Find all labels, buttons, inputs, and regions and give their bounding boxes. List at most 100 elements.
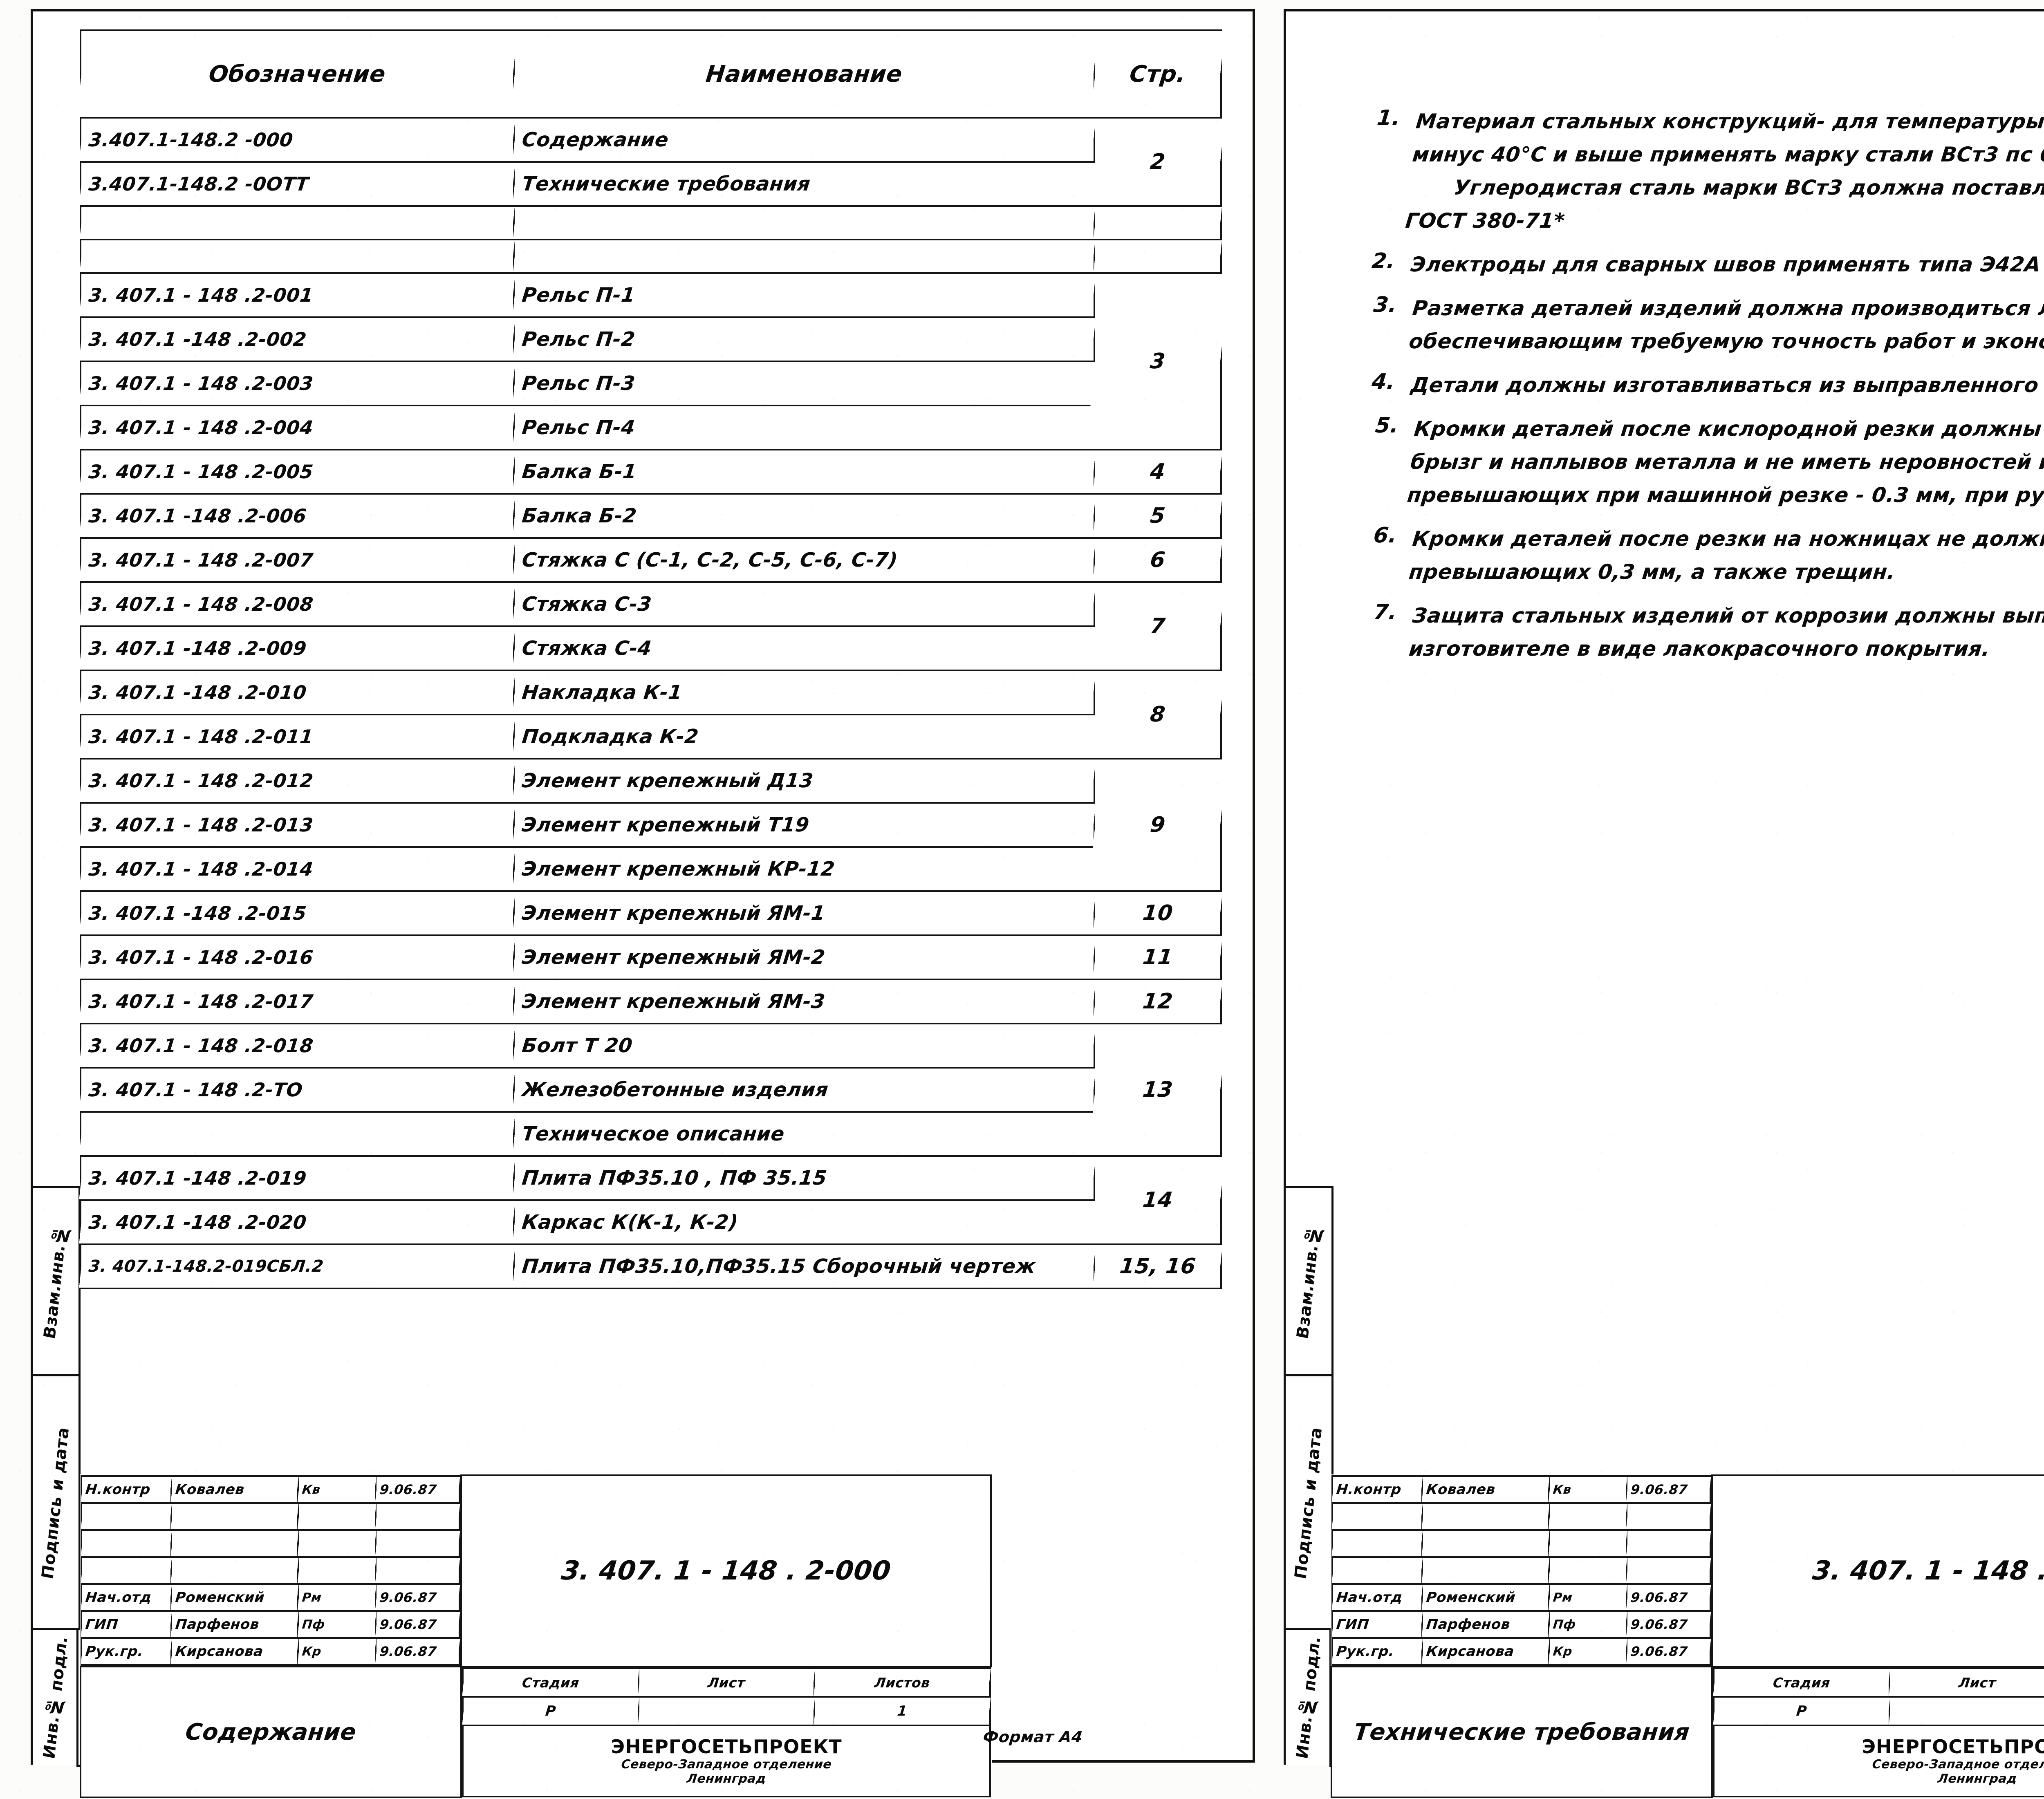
cell-name: Рельс П-3 — [511, 361, 1097, 406]
table-row: Техническое описание — [78, 1112, 1221, 1156]
signature-sig: Кв — [1547, 1476, 1628, 1503]
table-row: 3. 407.1 - 148 .2-004 Рельс П-4 — [78, 406, 1221, 450]
requirement-item: 2. Электроды для сварных швов применять т… — [1371, 248, 2044, 281]
signature-date: 9.06.87 — [374, 1584, 461, 1611]
requirement-text: Материал стальных конструкций- для темпе… — [1404, 105, 2044, 237]
cell-name: Подкладка К-2 — [511, 715, 1097, 759]
signature-date — [1625, 1530, 1712, 1557]
cell-name: Содержание — [511, 118, 1097, 162]
requirement-item: 1. Материал стальных конструкций- для тем… — [1372, 105, 2044, 237]
table-row: 3. 407.1 - 148 .2-016 Элемент крепежный Я… — [78, 935, 1224, 979]
side-label-text: Взам.инв.№ — [40, 1226, 71, 1339]
title-block-contents-grid: Н.контр Ковалев Кв 9.06.87 Нач.отд Роменский Р… — [80, 1474, 992, 1798]
table-header-row: Обозначение Наименование Стр. — [76, 30, 1226, 118]
title-block-contents-designation-cell: 3. 407. 1 - 148 . 2-000 — [460, 1474, 992, 1667]
title-block-requirements-grid: Н.контр Ковалев Кв 9.06.87 Нач.отд Роменский Р… — [1331, 1474, 2044, 1798]
cell-page: 7 — [1089, 582, 1226, 670]
meta-header: Стадия — [461, 1668, 640, 1697]
requirement-text: Разметка деталей изделий должна производ… — [1407, 292, 2044, 358]
table-row: 3. 407.1 - 148 .2-014 Элемент крепежный К… — [78, 847, 1221, 891]
cell-name: Элемент крепежный ЯМ-3 — [511, 979, 1097, 1024]
cell-designation: 3. 407.1 - 148 .2-017 — [78, 979, 516, 1024]
cell-designation — [78, 240, 516, 273]
signature-who: Ковалев — [170, 1476, 300, 1503]
signature-row: Н.контр Ковалев Кв 9.06.87 — [1331, 1476, 1712, 1503]
signature-who: Кирсанова — [170, 1638, 300, 1665]
table-row: 3. 407.1 -148 .2-020 Каркас К(К-1, К-2) — [78, 1200, 1221, 1244]
signature-who: Роменский — [1421, 1584, 1551, 1611]
requirement-text: Кромки деталей после резки на ножницах н… — [1407, 522, 2044, 589]
table-row: 3. 407.1 - 148 .2-011 Подкладка К-2 — [78, 715, 1221, 759]
signature-who — [1421, 1557, 1551, 1584]
signature-who — [170, 1557, 300, 1584]
cell-designation: 3.407.1-148.2 -0ОТТ — [78, 162, 516, 206]
signature-role — [80, 1530, 173, 1557]
signature-role: Рук.гр. — [1331, 1638, 1424, 1665]
cell-page: 2 — [1089, 118, 1226, 206]
cell-name: Стяжка С (С-1, С-2, С-5, С-6, С-7) — [511, 538, 1097, 582]
cell-page: 9 — [1087, 759, 1228, 891]
title-block-requirements: Н.контр Ковалев Кв 9.06.87 Нач.отд Роменский Р… — [1331, 1474, 2044, 1798]
signature-role: ГИП — [1331, 1611, 1424, 1638]
table-row: 3. 407.1 - 148 .2-ТО Железобетонные издел… — [78, 1068, 1221, 1112]
table-row: 3. 407.1 - 148 .2-013 Элемент крепежный Т… — [78, 803, 1221, 847]
cell-designation: 3. 407.1 - 148 .2-005 — [78, 450, 516, 494]
organization-branch: Северо-Западное отделение — [1871, 1757, 2044, 1772]
table-row: 3. 407.1 - 148 .2-001 Рельс П-1 3 — [78, 273, 1230, 450]
cell-page: 12 — [1092, 979, 1224, 1024]
signature-who: Парфенов — [1421, 1611, 1551, 1638]
requirement-paragraph: Кромки деталей после резки на ножницах н… — [1407, 527, 2044, 584]
cell-designation: 3. 407.1 - 148 .2-004 — [78, 406, 516, 450]
document-title: Технические требования — [1352, 1718, 1691, 1745]
organization-city: Ленинград — [686, 1771, 767, 1786]
table-row: 3. 407.1 - 148 .2-003 Рельс П-3 — [78, 361, 1221, 406]
meta-value: Р — [1712, 1697, 1891, 1725]
cell-designation — [78, 1112, 516, 1156]
signature-row — [80, 1530, 461, 1557]
requirement-paragraph: Защита стальных изделий от коррозии долж… — [1407, 604, 2044, 661]
side-label-cell: Подпись и дата — [31, 1374, 81, 1630]
cell-designation: 3. 407.1 -148 .2-015 — [78, 891, 516, 935]
cell-designation: 3. 407.1 - 148 .2-011 — [78, 715, 516, 759]
signature-who — [1421, 1503, 1551, 1530]
cell-page: 13 — [1087, 1024, 1228, 1156]
signature-sig — [1547, 1530, 1628, 1557]
cell-name — [512, 206, 1096, 240]
signature-role: Н.контр — [1331, 1476, 1424, 1503]
cell-designation: 3. 407.1 -148 .2-019 — [78, 1156, 516, 1200]
signature-row: Рук.гр. Кирсанова Кр 9.06.87 — [1331, 1638, 1712, 1665]
signature-sig — [296, 1503, 377, 1530]
table-row: 3.407.1-148.2 -0ОТТ Технические требовани… — [78, 162, 1221, 206]
meta-header: Лист — [637, 1668, 816, 1697]
requirement-number: 4. — [1370, 370, 1396, 394]
contents-table: Обозначение Наименование Стр. 3.407.1-14… — [76, 29, 1230, 1289]
signature-who — [170, 1530, 300, 1557]
signature-row: Рук.гр. Кирсанова Кр 9.06.87 — [80, 1638, 461, 1665]
signature-row: ГИП Парфенов Пф 9.06.87 — [1331, 1611, 1712, 1638]
signature-who — [1421, 1530, 1551, 1557]
cell-designation: 3. 407.1-148.2-019СБЛ.2 — [78, 1244, 516, 1288]
cell-name: Рельс П-4 — [511, 406, 1097, 450]
side-label-cell: Взам.инв.№ — [1284, 1186, 1334, 1376]
cell-designation: 3. 407.1 - 148 .2-018 — [78, 1024, 516, 1068]
table-row: 3. 407.1 -148 .2-009 Стяжка С-4 — [78, 626, 1221, 670]
cell-designation: 3. 407.1 - 148 .2-001 — [78, 273, 516, 317]
cell-designation: 3. 407.1 -148 .2-009 — [78, 626, 516, 670]
table-row — [78, 240, 1223, 273]
cell-page: 5 — [1092, 494, 1224, 538]
document-designation: 3. 407. 1 - 148 . 2 - ТТ — [1811, 1556, 2044, 1586]
cell-name: Рельс П-2 — [511, 317, 1097, 361]
requirements-list: 1. Материал стальных конструкций- для тем… — [1370, 105, 2044, 676]
signature-sig: Кр — [1547, 1638, 1628, 1665]
signature-date: 9.06.87 — [374, 1611, 461, 1638]
cell-name: Стяжка С-4 — [511, 626, 1097, 670]
table-row: 3. 407.1 - 148 .2-012 Элемент крепежный Д… — [78, 759, 1228, 891]
organization-city: Ленинград — [1937, 1771, 2018, 1786]
table-row: 3. 407.1 - 148 .2-008 Стяжка С-3 7 — [78, 582, 1226, 670]
cell-page: 10 — [1092, 891, 1224, 935]
